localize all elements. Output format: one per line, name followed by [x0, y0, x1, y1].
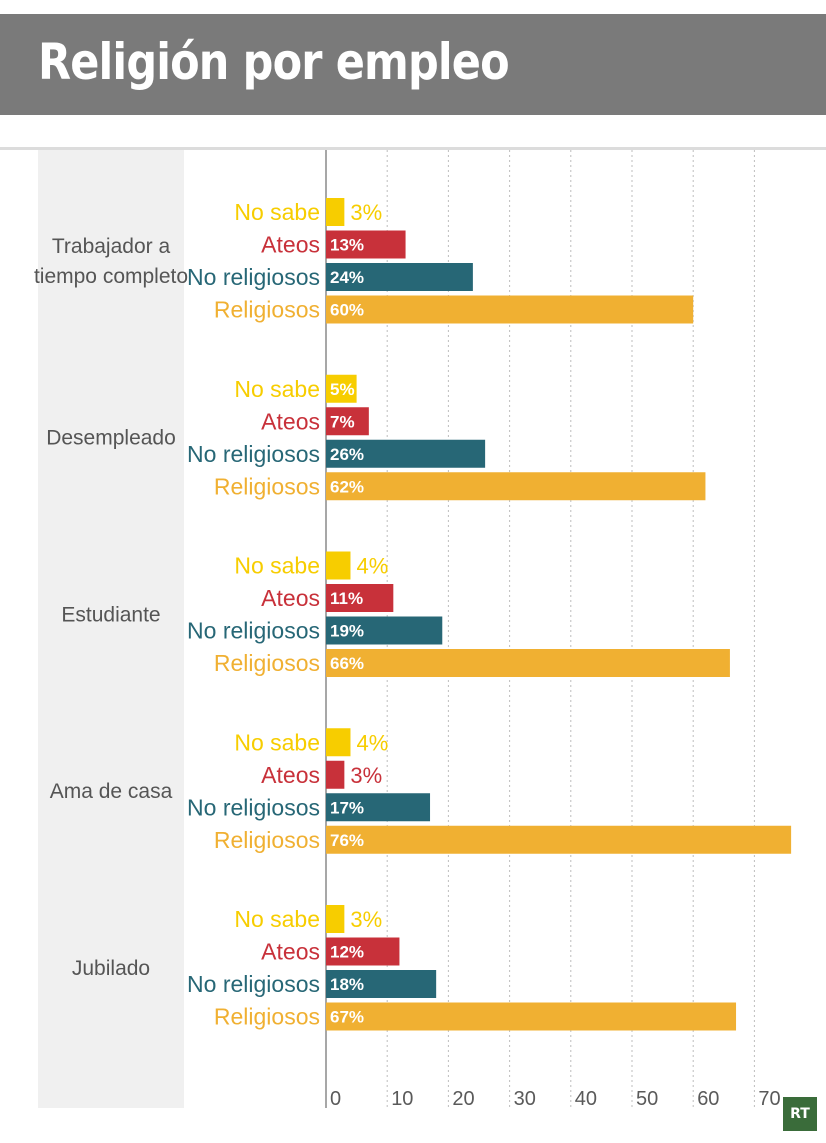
- bar: [326, 472, 706, 501]
- value-label: 62%: [330, 477, 364, 496]
- series-label: Ateos: [261, 939, 320, 965]
- series-label: No religiosos: [187, 971, 320, 997]
- series-label: Religiosos: [214, 297, 320, 323]
- series-label: Ateos: [261, 585, 320, 611]
- bar: [326, 905, 345, 933]
- value-label: 3%: [350, 200, 382, 225]
- bar: [326, 230, 406, 259]
- bar: [326, 970, 437, 998]
- chart-title: Religión por empleo: [38, 33, 510, 91]
- series-label: Religiosos: [214, 827, 320, 853]
- value-label: 3%: [350, 763, 382, 788]
- value-label: 60%: [330, 301, 364, 320]
- x-tick-label: 20: [452, 1088, 474, 1110]
- value-label: 19%: [330, 622, 364, 641]
- category-label: Desempleado: [46, 427, 176, 450]
- series-label: No religiosos: [187, 441, 320, 467]
- bar: [326, 793, 431, 822]
- series-label: No sabe: [234, 729, 320, 755]
- bar: [326, 263, 473, 291]
- series-label: No religiosos: [187, 264, 320, 290]
- bar: [326, 295, 694, 324]
- x-tick-label: 30: [514, 1088, 536, 1110]
- x-tick-label: 70: [758, 1088, 780, 1110]
- value-label: 26%: [330, 445, 364, 464]
- x-tick-label: 60: [697, 1088, 719, 1110]
- series-label: No sabe: [234, 906, 320, 932]
- x-tick-label: 10: [391, 1088, 413, 1110]
- series-label: No sabe: [234, 199, 320, 225]
- category-panel: [38, 150, 184, 1108]
- category-label: Trabajador a: [52, 235, 171, 258]
- category-label: tiempo completo: [34, 265, 188, 288]
- category-label: Jubilado: [72, 957, 150, 980]
- header-divider: [0, 147, 826, 150]
- value-label: 17%: [330, 798, 364, 817]
- bar: [326, 198, 345, 226]
- series-label: No sabe: [234, 376, 320, 402]
- bar: [326, 407, 369, 436]
- value-label: 4%: [356, 554, 388, 579]
- series-label: Ateos: [261, 232, 320, 258]
- series-label: Religiosos: [214, 1004, 320, 1030]
- bar: [326, 649, 730, 677]
- rt-logo: RT: [783, 1097, 817, 1131]
- series-label: Religiosos: [214, 473, 320, 499]
- x-tick-label: 40: [575, 1088, 597, 1110]
- series-label: No religiosos: [187, 794, 320, 820]
- bar: [326, 374, 357, 403]
- logo-text: RT: [790, 1106, 810, 1122]
- header-bar: Religión por empleo: [0, 14, 826, 115]
- series-label: No religiosos: [187, 618, 320, 644]
- value-label: 76%: [330, 831, 364, 850]
- series-label: Religiosos: [214, 650, 320, 676]
- bar: [326, 937, 400, 966]
- series-label: Ateos: [261, 762, 320, 788]
- value-label: 4%: [356, 730, 388, 755]
- bar: [326, 760, 345, 789]
- bar: [326, 439, 486, 468]
- bar: [326, 825, 792, 854]
- value-label: 7%: [330, 412, 355, 431]
- value-label: 18%: [330, 975, 364, 994]
- value-label: 67%: [330, 1008, 364, 1027]
- value-label: 66%: [330, 654, 364, 673]
- bar: [326, 551, 351, 580]
- x-tick-label: 0: [330, 1088, 341, 1110]
- value-label: 3%: [350, 907, 382, 932]
- category-label: Ama de casa: [50, 780, 173, 803]
- series-label: Ateos: [261, 408, 320, 434]
- x-tick-label: 50: [636, 1088, 658, 1110]
- bar: [326, 728, 351, 757]
- bar: [326, 616, 443, 645]
- bar: [326, 1002, 737, 1031]
- value-label: 12%: [330, 943, 364, 962]
- value-label: 13%: [330, 236, 364, 255]
- bar: [326, 584, 394, 612]
- category-label: Estudiante: [61, 603, 160, 626]
- value-label: 5%: [330, 380, 355, 399]
- series-label: No sabe: [234, 553, 320, 579]
- value-label: 24%: [330, 268, 364, 287]
- value-label: 11%: [330, 589, 363, 608]
